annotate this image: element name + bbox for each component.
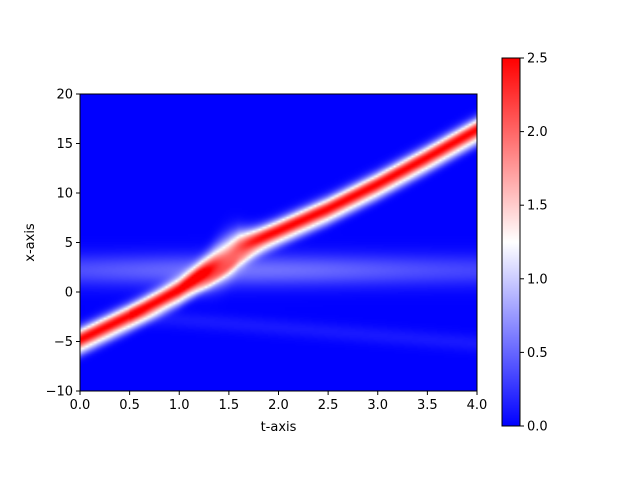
colorbar-gradient: [502, 58, 520, 426]
x-ticks: 0.0 0.5 1.0 1.5 2.0 2.5 3.0 3.5 4.0: [70, 391, 488, 413]
x-axis-label: t-axis: [261, 420, 297, 435]
colorbar-tick-label: 0.0: [527, 420, 548, 435]
y-tick-label: −10: [46, 385, 73, 400]
y-tick-label: 0: [65, 286, 73, 301]
heatmap-image: [80, 94, 477, 391]
colorbar-tick-label: 1.5: [527, 199, 548, 214]
colorbar-tick-label: 1.0: [527, 272, 548, 287]
y-tick-label: −5: [54, 335, 73, 350]
y-tick-label: 15: [56, 137, 73, 152]
colorbar-tick-label: 0.5: [527, 346, 548, 361]
colorbar-ticks: 0.0 0.5 1.0 1.5 2.0 2.5: [520, 52, 548, 435]
colorbar-tick-label: 2.5: [527, 52, 548, 67]
colorbar-tick-label: 2.0: [527, 125, 548, 140]
colorbar-frame: [501, 57, 521, 427]
y-axis-label: x-axis: [23, 223, 38, 262]
y-tick-label: 5: [65, 236, 73, 251]
x-tick-label: 3.0: [367, 398, 388, 413]
x-tick-label: 2.0: [268, 398, 289, 413]
colorbar: 0.0 0.5 1.0 1.5 2.0 2.5: [501, 52, 548, 435]
x-tick-label: 1.5: [219, 398, 240, 413]
y-tick-label: 10: [56, 187, 73, 202]
x-tick-label: 0.5: [119, 398, 140, 413]
x-tick-label: 0.0: [70, 398, 91, 413]
x-tick-label: 3.5: [417, 398, 438, 413]
y-ticks: −10 −5 0 5 10 15 20: [46, 88, 80, 400]
y-tick-label: 20: [56, 88, 73, 103]
x-tick-label: 1.0: [169, 398, 190, 413]
x-tick-label: 2.5: [318, 398, 339, 413]
plot-area: [79, 93, 478, 392]
x-tick-label: 4.0: [467, 398, 488, 413]
